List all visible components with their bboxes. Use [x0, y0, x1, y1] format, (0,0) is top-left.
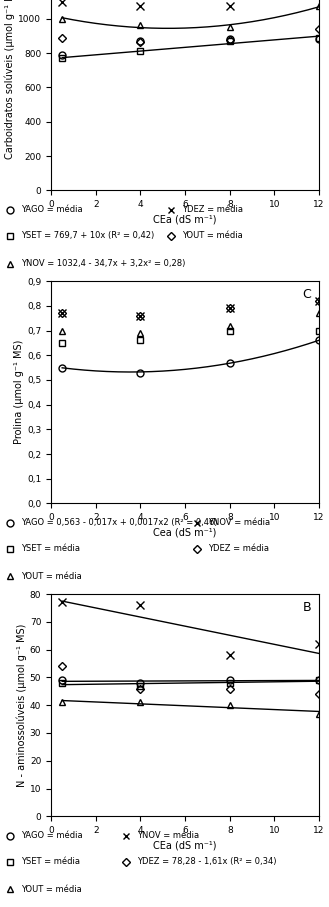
Text: YSET = média: YSET = média: [21, 857, 80, 866]
Y-axis label: N - aminossolúveis (μmol g⁻¹ MS): N - aminossolúveis (μmol g⁻¹ MS): [16, 623, 27, 787]
Text: YSET = 769,7 + 10x (R² = 0,42): YSET = 769,7 + 10x (R² = 0,42): [21, 231, 154, 240]
Text: YAGO = média: YAGO = média: [21, 831, 83, 840]
Text: YNOV = média: YNOV = média: [208, 518, 270, 527]
Text: YDEZ = média: YDEZ = média: [182, 205, 243, 214]
Text: YNOV = média: YNOV = média: [137, 831, 199, 840]
Y-axis label: Carboidratos solúveis (μmol g⁻¹ MS): Carboidratos solúveis (μmol g⁻¹ MS): [5, 0, 15, 159]
Text: YAGO = média: YAGO = média: [21, 205, 83, 214]
Text: B: B: [302, 600, 311, 614]
X-axis label: CEa (dS m⁻¹): CEa (dS m⁻¹): [153, 215, 217, 225]
Text: YOUT = média: YOUT = média: [21, 572, 82, 581]
Text: C: C: [302, 288, 311, 301]
X-axis label: CEa (dS m⁻¹): CEa (dS m⁻¹): [153, 841, 217, 851]
Text: YNOV = 1032,4 - 34,7x + 3,2x² = 0,28): YNOV = 1032,4 - 34,7x + 3,2x² = 0,28): [21, 259, 186, 268]
Text: YDEZ = 78,28 - 1,61x (R² = 0,34): YDEZ = 78,28 - 1,61x (R² = 0,34): [137, 857, 277, 866]
Text: YOUT = média: YOUT = média: [21, 885, 82, 894]
Text: YOUT = média: YOUT = média: [182, 231, 243, 240]
Text: YDEZ = média: YDEZ = média: [208, 544, 269, 553]
Text: YSET = média: YSET = média: [21, 544, 80, 553]
Text: YAGO = 0,563 - 0,017x + 0,0017x2 (R² = 0,46): YAGO = 0,563 - 0,017x + 0,0017x2 (R² = 0…: [21, 518, 218, 527]
X-axis label: Cea (dS m⁻¹): Cea (dS m⁻¹): [153, 528, 217, 538]
Y-axis label: Prolina (μmol g⁻¹ MS): Prolina (μmol g⁻¹ MS): [14, 340, 24, 444]
